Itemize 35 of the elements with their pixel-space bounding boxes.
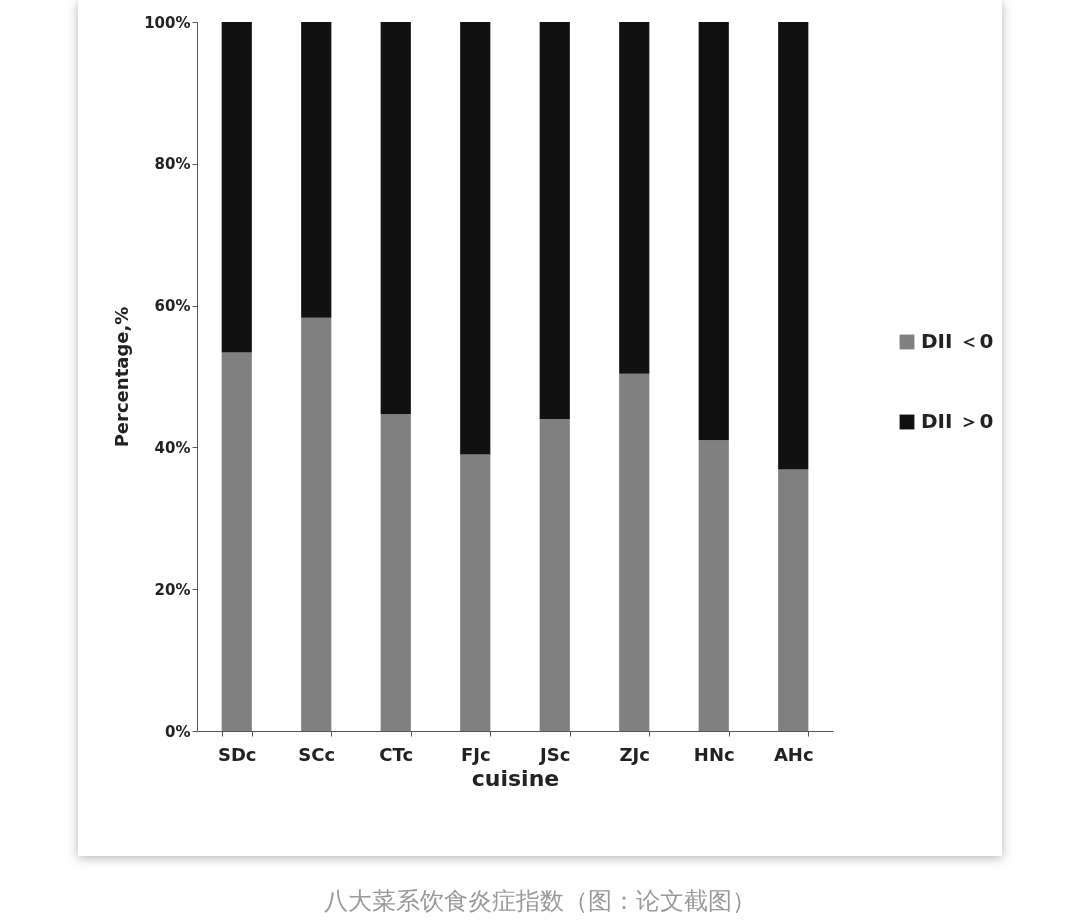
- y-tick-label: 0%: [165, 722, 191, 741]
- y-tick-label: 60%: [154, 297, 191, 316]
- bar: [778, 22, 809, 470]
- bar: [301, 317, 332, 731]
- bar: [539, 22, 570, 420]
- x-tick-label: AHc: [773, 743, 814, 765]
- text: 八大菜系饮食炎症指数（图：论文截图）: [323, 886, 757, 917]
- bar: [380, 414, 411, 731]
- legend-label: DII ＞0: [921, 409, 994, 433]
- bar: [778, 469, 809, 731]
- bar: [539, 419, 570, 731]
- bar: [619, 22, 650, 374]
- x-axis-title: cuisine: [471, 765, 560, 791]
- x-tick-label: SCc: [298, 743, 336, 765]
- y-tick-label: 20%: [154, 580, 191, 599]
- y-axis-title: Percentage,%: [111, 306, 133, 448]
- x-tick-label: SDc: [217, 743, 257, 765]
- x-tick-label: JSc: [538, 743, 571, 765]
- bar: [380, 22, 411, 415]
- bar: [698, 22, 729, 441]
- x-tick-label: CTc: [379, 743, 414, 765]
- bar: [460, 22, 491, 455]
- bar: [221, 22, 252, 353]
- y-tick-label: 80%: [154, 155, 191, 174]
- bar: [698, 440, 729, 731]
- x-tick-label: FJc: [460, 743, 491, 765]
- y-tick-label: 100%: [144, 13, 191, 32]
- bar: [619, 373, 650, 731]
- bar: [460, 454, 491, 731]
- bar: [301, 22, 332, 318]
- x-tick-label: HNc: [693, 743, 735, 765]
- bar: [221, 352, 252, 731]
- x-tick-label: ZJc: [619, 743, 650, 765]
- y-tick-label: 40%: [154, 438, 191, 457]
- legend-label: DII ＜0: [921, 329, 994, 353]
